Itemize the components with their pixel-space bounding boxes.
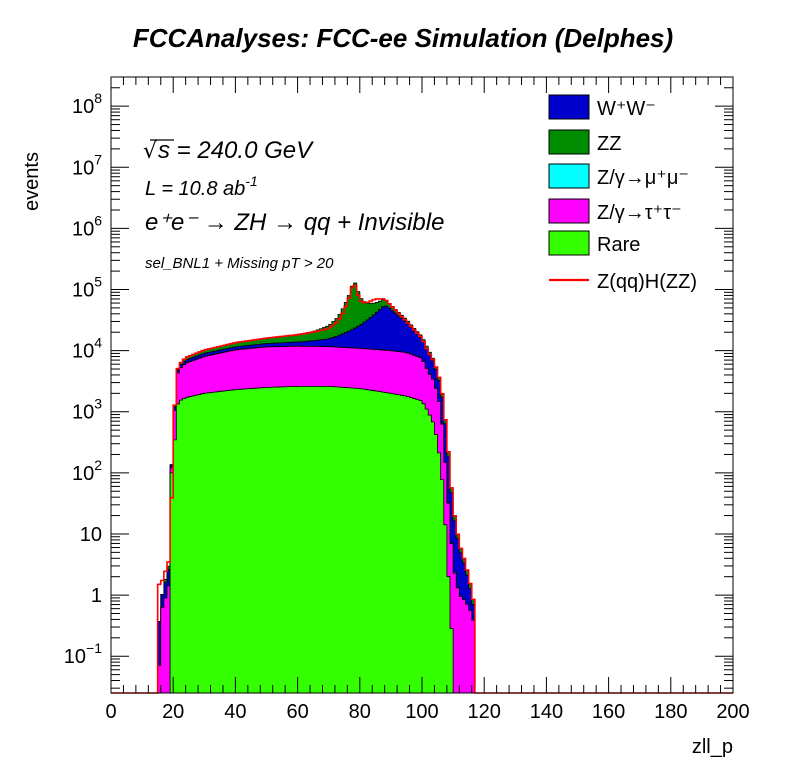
lumi-label: L = 10.8 ab-1 bbox=[145, 173, 258, 200]
y-tick-label: 102 bbox=[72, 457, 102, 485]
legend-swatch bbox=[548, 230, 590, 256]
energy-label: s = 240.0 GeV bbox=[158, 137, 314, 164]
x-tick-label: 60 bbox=[286, 701, 308, 723]
lumi-exponent: -1 bbox=[245, 173, 257, 189]
y-axis: 10−1 1 10 102 103 104 105 106 107 108 bbox=[64, 87, 733, 689]
x-tick-label: 140 bbox=[530, 701, 563, 723]
legend-label: Rare bbox=[597, 234, 640, 256]
y-tick-label: 104 bbox=[72, 335, 102, 363]
legend-label: Z/γ→μ⁺μ⁻ bbox=[597, 167, 689, 189]
y-tick-label: 107 bbox=[72, 151, 102, 179]
x-tick-label: 0 bbox=[105, 701, 116, 723]
x-tick-label: 20 bbox=[162, 701, 184, 723]
legend: W⁺W⁻ ZZ Z/γ→μ⁺μ⁻ Z/γ→τ⁺τ⁻ Rare Z(qq)H(ZZ) bbox=[548, 94, 697, 293]
sqrt-symbol: √ bbox=[143, 139, 158, 164]
lumi-value: L = 10.8 ab bbox=[145, 178, 245, 200]
annotations: √ s = 240.0 GeV L = 10.8 ab-1 e⁺e⁻ → ZH … bbox=[143, 137, 444, 272]
selection-label: sel_BNL1 + Missing pT > 20 bbox=[145, 255, 334, 272]
process-label: e⁺e⁻ → ZH → qq + Invisible bbox=[145, 209, 444, 236]
legend-label: ZZ bbox=[597, 133, 621, 155]
legend-swatch bbox=[548, 129, 590, 155]
legend-swatch bbox=[548, 163, 590, 189]
y-tick-label: 10 bbox=[80, 524, 102, 546]
histogram-stack bbox=[111, 282, 733, 694]
y-tick-label: 1 bbox=[91, 585, 102, 607]
legend-label: W⁺W⁻ bbox=[597, 98, 656, 120]
y-tick-label: 103 bbox=[72, 396, 102, 424]
x-tick-label: 100 bbox=[405, 701, 438, 723]
x-axis: 0 20 40 60 80 100 120 140 160 180 200 bbox=[105, 77, 750, 723]
y-tick-label: 105 bbox=[72, 274, 102, 302]
x-tick-label: 40 bbox=[224, 701, 246, 723]
y-axis-label: events bbox=[21, 152, 43, 211]
y-tick-label: 108 bbox=[72, 90, 102, 118]
x-axis-label: zll_p bbox=[692, 736, 733, 758]
x-tick-label: 160 bbox=[592, 701, 625, 723]
legend-label: Z/γ→τ⁺τ⁻ bbox=[597, 202, 682, 224]
chart-title: FCCAnalyses: FCC-ee Simulation (Delphes) bbox=[133, 23, 673, 53]
x-tick-label: 80 bbox=[349, 701, 371, 723]
legend-swatch bbox=[548, 94, 590, 120]
x-tick-label: 120 bbox=[468, 701, 501, 723]
legend-swatch bbox=[548, 198, 590, 224]
x-tick-label: 180 bbox=[654, 701, 687, 723]
legend-label: Z(qq)H(ZZ) bbox=[597, 271, 697, 293]
y-tick-label: 106 bbox=[72, 212, 102, 240]
x-tick-label: 200 bbox=[716, 701, 749, 723]
y-tick-label: 10−1 bbox=[64, 640, 102, 668]
